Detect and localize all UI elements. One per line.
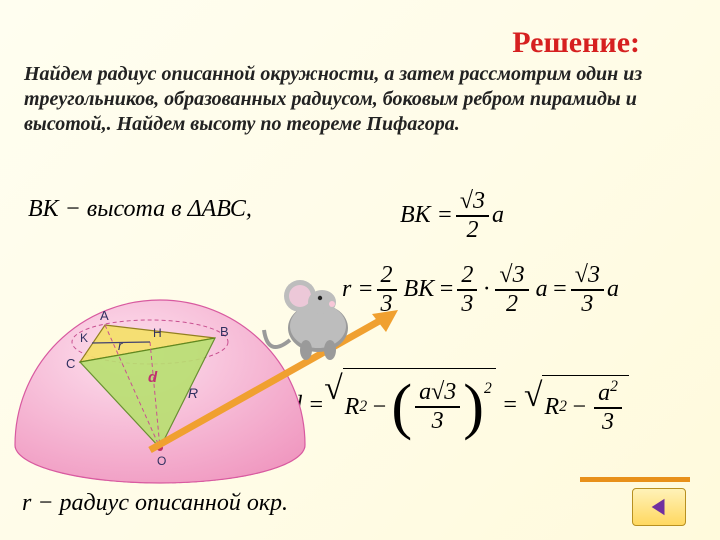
r-radius-text: r − радиус описанной окр. xyxy=(22,490,288,517)
num: 2 xyxy=(457,262,477,289)
frac-2-3: 2 3 xyxy=(377,262,397,318)
sqrt-1: √ R2 − ( a√3 3 )2 xyxy=(324,368,496,443)
frac-sqrt3-3: √3 3 xyxy=(571,262,604,318)
den: 3 xyxy=(428,408,448,435)
r-radius-def: r − радиус описанной окр. xyxy=(22,490,288,517)
formula-bk-vysota: ВК − высота в ΔАВС, xyxy=(28,196,252,223)
lbl-H: H xyxy=(153,326,162,340)
formula-d-eq: d = √ R2 − ( a√3 3 )2 = √ R2 − a2 3 xyxy=(290,368,629,443)
num: √3 xyxy=(456,188,489,215)
num: √3 xyxy=(495,262,528,289)
R: R xyxy=(544,394,559,421)
formula-r-eq: r = 2 3 BK = 2 3 · √3 2 a = √3 3 a xyxy=(342,262,619,318)
frac-sqrt3-2: √3 2 xyxy=(456,188,489,244)
num: a2 xyxy=(594,378,622,407)
den: 3 xyxy=(598,409,618,436)
sq: 2 xyxy=(559,398,567,416)
bk-vysota-text: ВК − высота в ΔАВС, xyxy=(28,196,252,223)
lbl-R: R xyxy=(188,385,198,401)
den: 2 xyxy=(502,291,522,318)
prev-slide-button[interactable] xyxy=(632,488,686,526)
heading: Решение: xyxy=(512,26,640,60)
frac-asqrt3-3: a√3 3 xyxy=(415,379,460,435)
eq: = xyxy=(502,392,518,419)
eq: = xyxy=(552,276,568,303)
var-a: a xyxy=(607,276,619,303)
den: 3 xyxy=(457,291,477,318)
minus: − xyxy=(371,394,387,421)
lbl-d: d xyxy=(148,369,158,386)
frac-2-3b: 2 3 xyxy=(457,262,477,318)
den: 3 xyxy=(377,291,397,318)
frac-sqrt3-2b: √3 2 xyxy=(495,262,528,318)
formula-bk-eq: BK = √3 2 a xyxy=(400,188,504,244)
mouse-illustration xyxy=(260,260,370,370)
lbl-B: B xyxy=(220,324,229,339)
num: a√3 xyxy=(415,379,460,406)
lbl-r: r xyxy=(118,338,123,353)
eq: = xyxy=(438,276,454,303)
R: R xyxy=(345,394,360,421)
minus: − xyxy=(571,394,587,421)
lbl-O: O xyxy=(157,454,166,468)
den: 2 xyxy=(462,217,482,244)
den: 3 xyxy=(577,291,597,318)
var-a: a xyxy=(492,202,504,229)
frac-a2-3: a2 3 xyxy=(594,378,622,436)
dot: · xyxy=(483,276,489,303)
num: 2 xyxy=(377,262,397,289)
lbl-C: C xyxy=(66,356,75,371)
txt-bk: BK xyxy=(404,276,435,303)
intro-paragraph: Найдем радиус описанной окружности, а за… xyxy=(24,62,660,137)
accent-underline xyxy=(580,477,690,482)
var-a: a xyxy=(536,276,548,303)
bk-lhs: BK = xyxy=(400,202,453,229)
sq: 2 xyxy=(484,380,492,398)
sq: 2 xyxy=(359,398,367,416)
num: √3 xyxy=(571,262,604,289)
lbl-K: K xyxy=(80,331,88,345)
triangle-left-icon xyxy=(648,496,670,518)
sqrt-2: √ R2 − a2 3 xyxy=(524,375,629,436)
lbl-A: A xyxy=(100,308,109,323)
